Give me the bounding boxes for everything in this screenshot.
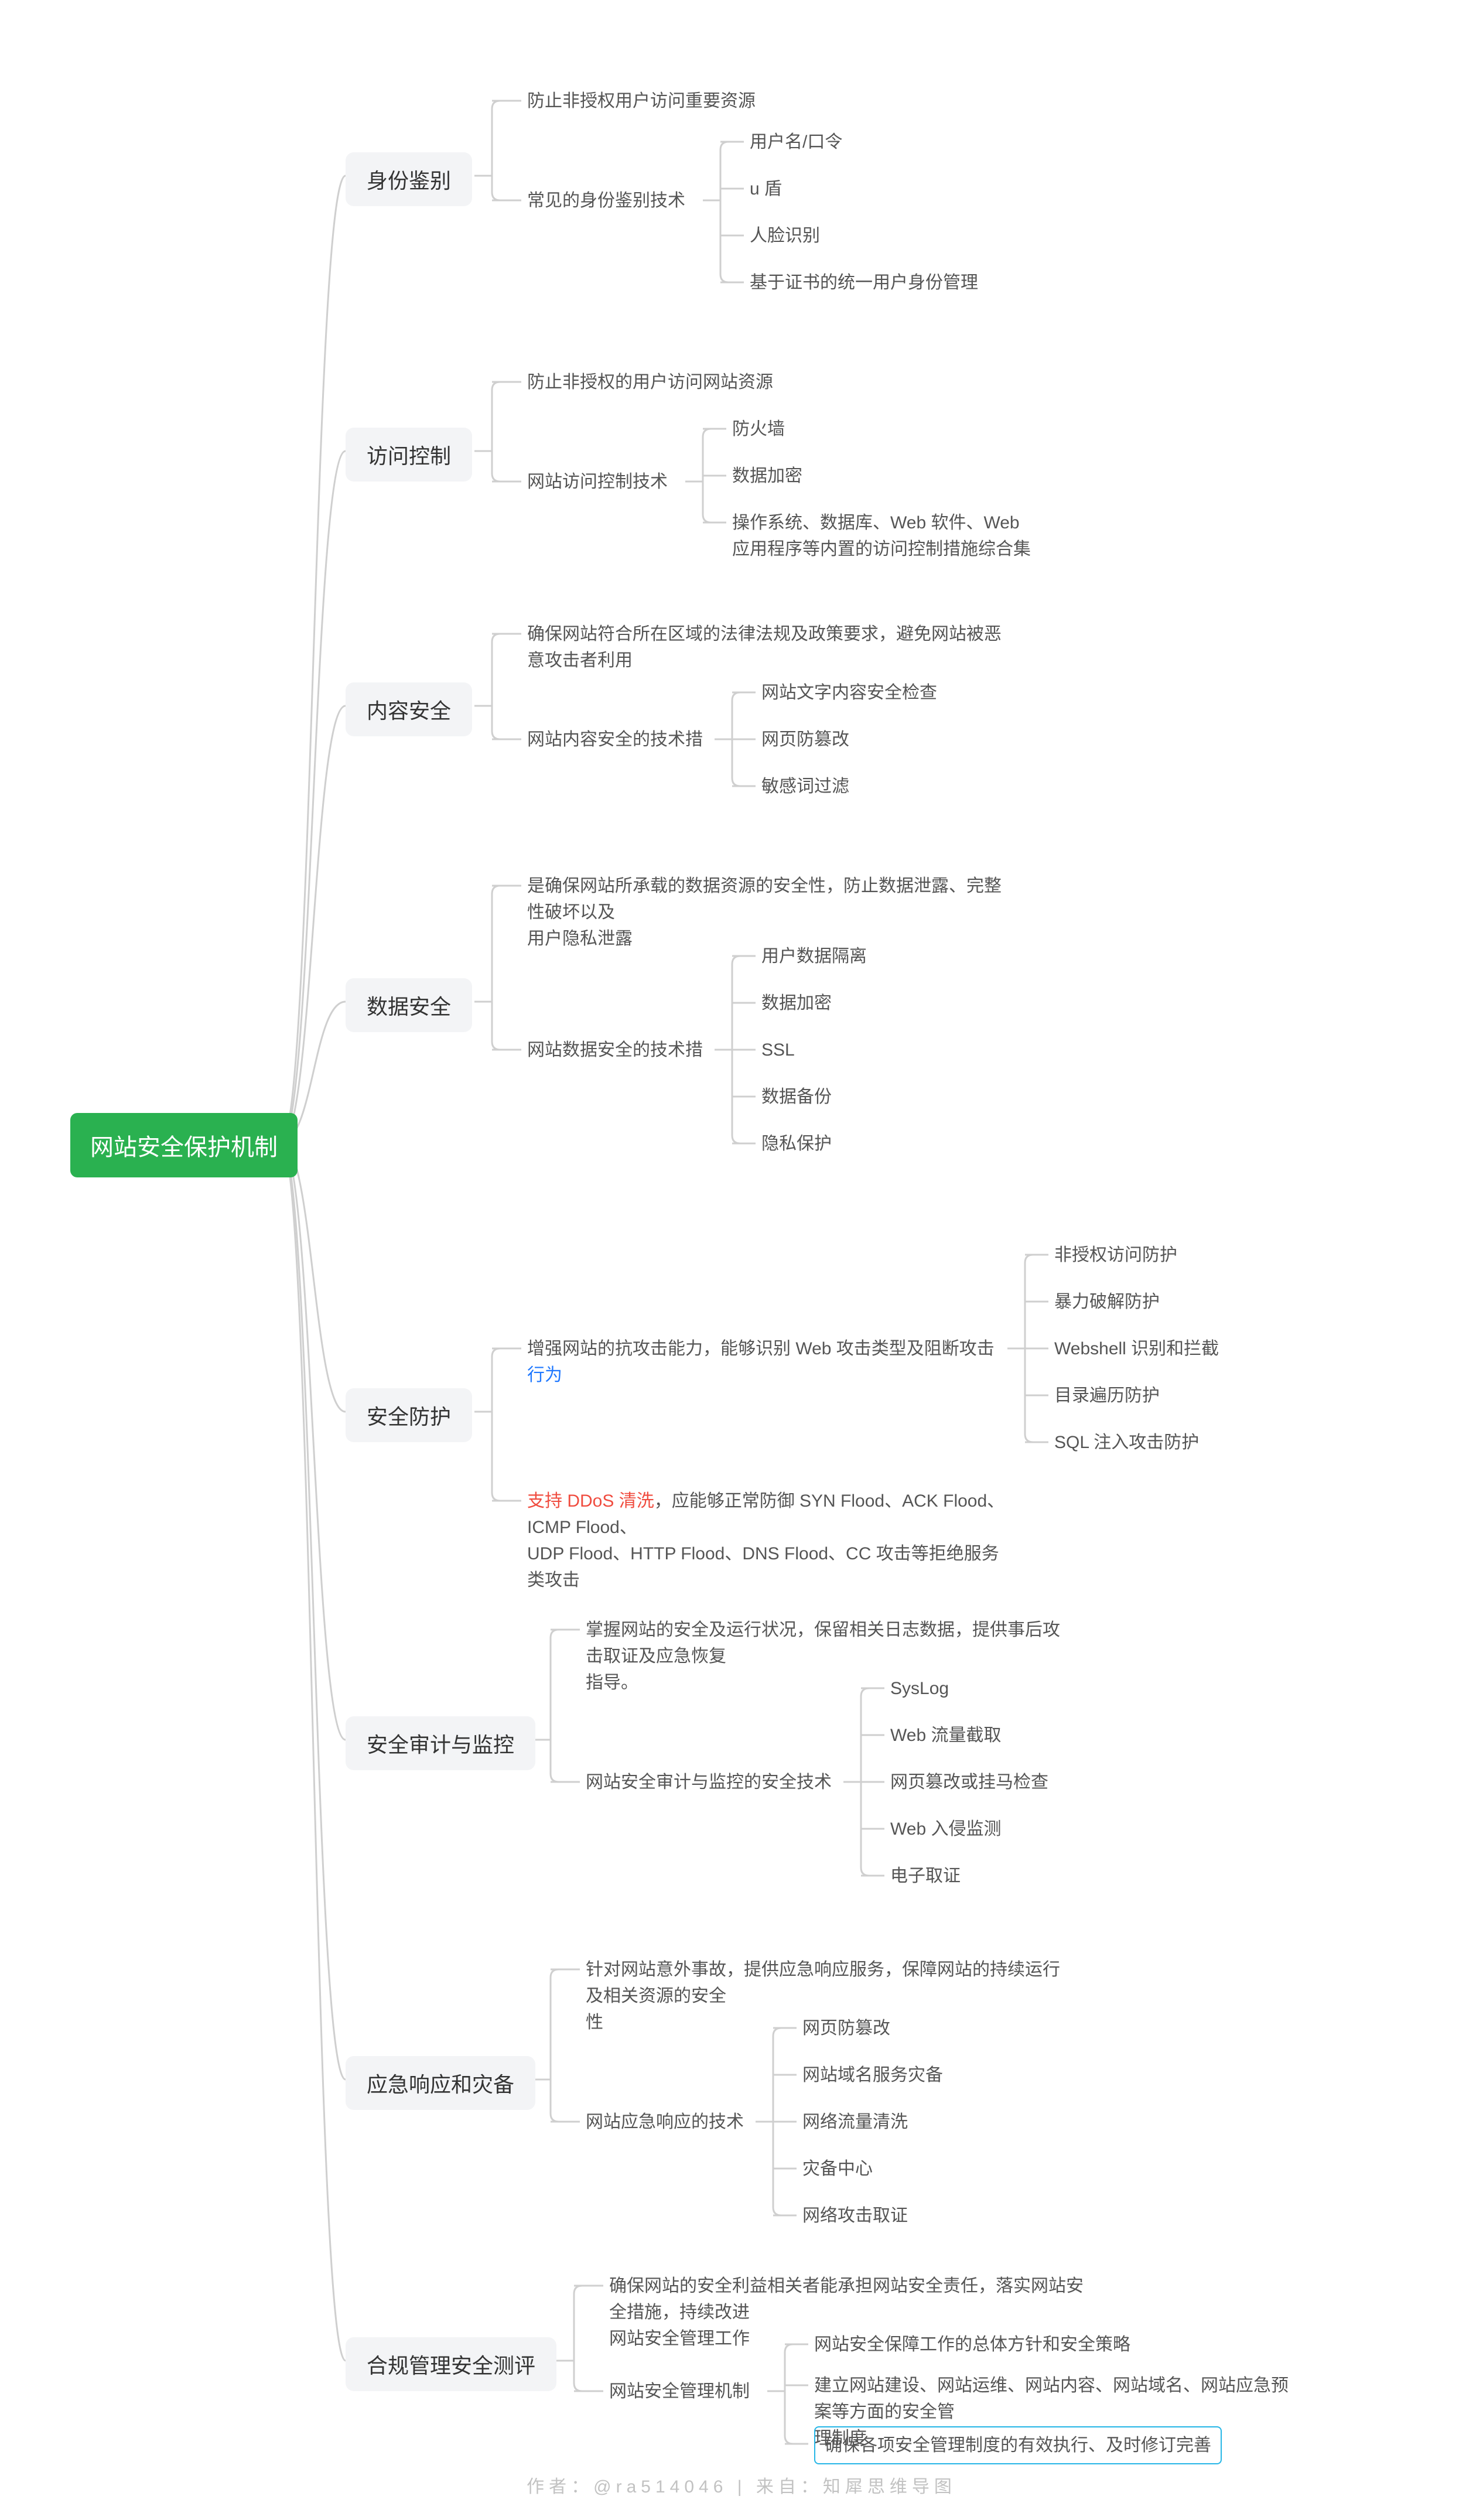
- root-node[interactable]: 网站安全保护机制: [70, 1113, 298, 1177]
- leaf-node[interactable]: 基于证书的统一用户身份管理: [750, 269, 978, 296]
- leaf-node[interactable]: SQL 注入攻击防护: [1054, 1429, 1199, 1456]
- branch-b4[interactable]: 数据安全: [346, 978, 472, 1032]
- branch-b3[interactable]: 内容安全: [346, 682, 472, 736]
- subgroup-label[interactable]: 增强网站的抗攻击能力，能够识别 Web 攻击类型及阻断攻击行为: [527, 1336, 1007, 1388]
- leaf-node[interactable]: 网络流量清洗: [802, 2109, 908, 2135]
- subgroup-label[interactable]: 网站数据安全的技术措: [527, 1037, 703, 1063]
- leaf-node[interactable]: 数据加密: [761, 990, 832, 1016]
- subgroup-label[interactable]: 网站安全审计与监控的安全技术: [586, 1769, 832, 1795]
- leaf-node[interactable]: 支持 DDoS 清洗，应能够正常防御 SYN Flood、ACK Flood、I…: [527, 1488, 1007, 1593]
- leaf-node[interactable]: SSL: [761, 1037, 795, 1063]
- leaf-node[interactable]: Web 入侵监测: [890, 1816, 1001, 1842]
- leaf-node[interactable]: u 盾: [750, 176, 782, 202]
- branch-b5[interactable]: 安全防护: [346, 1388, 472, 1442]
- leaf-node[interactable]: Webshell 识别和拦截: [1054, 1336, 1219, 1362]
- leaf-node[interactable]: 确保各项安全管理制度的有效执行、及时修订完善: [814, 2426, 1222, 2464]
- leaf-node[interactable]: 操作系统、数据库、Web 软件、Web应用程序等内置的访问控制措施综合集: [732, 510, 1031, 562]
- leaf-node[interactable]: 防止非授权的用户访问网站资源: [527, 369, 773, 395]
- leaf-node[interactable]: 防火墙: [732, 416, 785, 442]
- leaf-node[interactable]: 灾备中心: [802, 2156, 873, 2182]
- leaf-node[interactable]: 网站文字内容安全检查: [761, 679, 937, 706]
- leaf-node[interactable]: 隐私保护: [761, 1131, 832, 1157]
- leaf-node[interactable]: SysLog: [890, 1675, 949, 1702]
- leaf-node[interactable]: 人脸识别: [750, 223, 820, 249]
- leaf-node[interactable]: 数据加密: [732, 463, 802, 489]
- footer-attribution: 作者：@ra514046 | 来自：知犀思维导图: [0, 2472, 1483, 2498]
- leaf-node[interactable]: 网页篡改或挂马检查: [890, 1769, 1048, 1795]
- mindmap-canvas: 网站安全保护机制 身份鉴别 防止非授权用户访问重要资源常见的身份鉴别技术 用户名/口…: [0, 0, 1483, 2520]
- leaf-node[interactable]: 网站安全保障工作的总体方针和安全策略: [814, 2331, 1130, 2358]
- branch-b7[interactable]: 应急响应和灾备: [346, 2056, 535, 2110]
- subgroup-label[interactable]: 网站应急响应的技术: [586, 2109, 744, 2135]
- subgroup-label[interactable]: 网站内容安全的技术措: [527, 726, 703, 753]
- subgroup-label[interactable]: 常见的身份鉴别技术: [527, 187, 685, 214]
- leaf-node[interactable]: 非授权访问防护: [1054, 1242, 1177, 1268]
- leaf-node[interactable]: 网络攻击取证: [802, 2203, 908, 2229]
- leaf-node[interactable]: 是确保网站所承载的数据资源的安全性，防止数据泄露、完整性破坏以及用户隐私泄露: [527, 873, 1007, 952]
- leaf-node[interactable]: 电子取证: [890, 1863, 961, 1889]
- leaf-node[interactable]: 敏感词过滤: [761, 773, 849, 800]
- leaf-node[interactable]: 防止非授权用户访问重要资源: [527, 88, 756, 114]
- leaf-node[interactable]: 确保网站符合所在区域的法律法规及政策要求，避免网站被恶意攻击者利用: [527, 621, 1007, 674]
- subgroup-label[interactable]: 网站访问控制技术: [527, 469, 668, 495]
- leaf-node[interactable]: Web 流量截取: [890, 1722, 1001, 1749]
- leaf-node[interactable]: 掌握网站的安全及运行状况，保留相关日志数据，提供事后攻击取证及应急恢复指导。: [586, 1617, 1066, 1696]
- leaf-node[interactable]: 用户数据隔离: [761, 943, 867, 969]
- leaf-node[interactable]: 目录遍历防护: [1054, 1382, 1160, 1409]
- branch-b8[interactable]: 合规管理安全测评: [346, 2337, 556, 2391]
- branch-b6[interactable]: 安全审计与监控: [346, 1716, 535, 1770]
- leaf-node[interactable]: 数据备份: [761, 1084, 832, 1110]
- leaf-node[interactable]: 网页防篡改: [802, 2015, 890, 2041]
- branch-b2[interactable]: 访问控制: [346, 428, 472, 482]
- subgroup-label[interactable]: 网站安全管理机制: [609, 2378, 750, 2405]
- leaf-node[interactable]: 网页防篡改: [761, 726, 849, 753]
- branch-b1[interactable]: 身份鉴别: [346, 152, 472, 206]
- leaf-node[interactable]: 用户名/口令: [750, 129, 842, 155]
- leaf-node[interactable]: 暴力破解防护: [1054, 1289, 1160, 1315]
- leaf-node[interactable]: 网站域名服务灾备: [802, 2062, 943, 2088]
